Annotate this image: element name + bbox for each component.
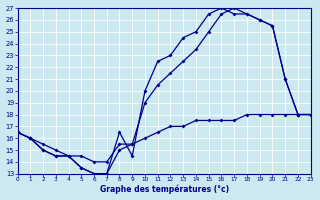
X-axis label: Graphe des températures (°c): Graphe des températures (°c) (100, 185, 229, 194)
